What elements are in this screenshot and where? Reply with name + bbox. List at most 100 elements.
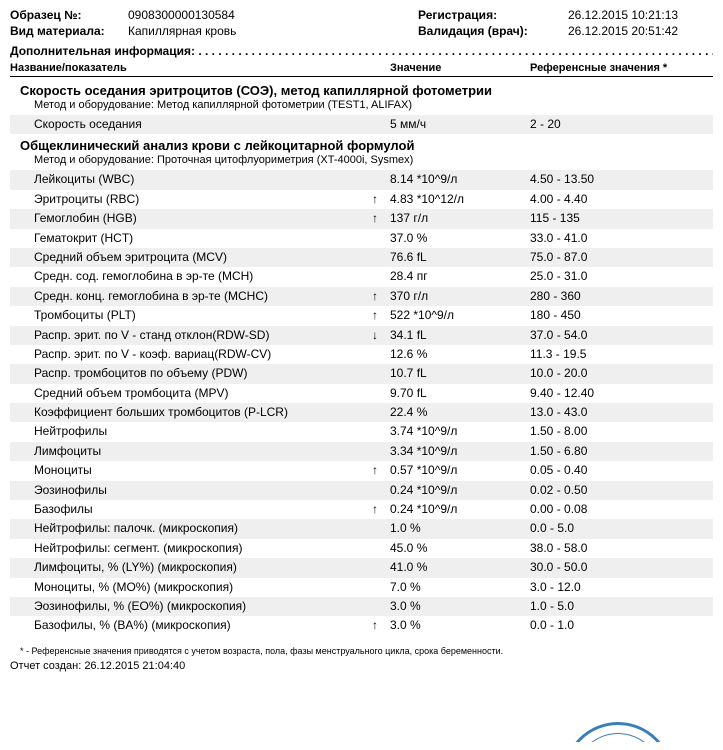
- result-row: Моноциты↑0.57 *10^9/л0.05 - 0.40: [10, 461, 713, 480]
- result-row: Базофилы↑0.24 *10^9/л0.00 - 0.08: [10, 500, 713, 519]
- param-ref: 33.0 - 41.0: [530, 230, 713, 247]
- param-name: Лимфоциты, % (LY%) (микроскопия): [10, 559, 360, 576]
- param-ref: 280 - 360: [530, 288, 713, 305]
- param-value: 9.70 fL: [390, 385, 530, 402]
- col-name: Название/показатель: [10, 62, 360, 74]
- result-row: Эозинофилы, % (EO%) (микроскопия) 3.0 %1.…: [10, 597, 713, 616]
- result-row: Лимфоциты 3.34 *10^9/л1.50 - 6.80: [10, 442, 713, 461]
- param-name: Распр. эрит. по V - станд отклон(RDW-SD): [10, 327, 360, 344]
- result-row: Эозинофилы0.24 *10^9/л0.02 - 0.50: [10, 481, 713, 500]
- extra-info-heading: Дополнительная информация: . . . . . . .…: [10, 44, 713, 58]
- param-ref: 38.0 - 58.0: [530, 540, 713, 557]
- param-value: 12.6 %: [390, 346, 530, 363]
- param-name: Средн. конц. гемоглобина в эр-те (MCHC): [10, 288, 360, 305]
- param-name: Нейтрофилы: [10, 423, 360, 440]
- param-name: Гематокрит (HCT): [10, 230, 360, 247]
- section-title: Скорость оседания эритроцитов (СОЭ), мет…: [20, 83, 713, 98]
- param-name: Нейтрофилы: палочк. (микроскопия): [10, 520, 360, 537]
- param-value: 137 г/л: [390, 210, 530, 227]
- param-value: 0.24 *10^9/л: [390, 501, 530, 518]
- param-ref: 30.0 - 50.0: [530, 559, 713, 576]
- param-value: 522 *10^9/л: [390, 307, 530, 324]
- column-headers: Название/показатель Значение Референсные…: [10, 62, 713, 77]
- param-ref: 0.05 - 0.40: [530, 462, 713, 479]
- param-name: Коэффициент больших тромбоцитов (P-LCR): [10, 404, 360, 421]
- param-ref: 4.00 - 4.40: [530, 191, 713, 208]
- col-value: Значение: [390, 62, 530, 74]
- param-value: 3.0 %: [390, 617, 530, 634]
- result-row: Тромбоциты (PLT)↑522 *10^9/л180 - 450: [10, 306, 713, 325]
- flag-icon: ↑: [360, 617, 390, 634]
- flag-icon: ↑: [360, 462, 390, 479]
- registration-label: Регистрация:: [418, 8, 568, 22]
- param-value: 3.0 %: [390, 598, 530, 615]
- result-row: Нейтрофилы: палочк. (микроскопия)1.0 %0.…: [10, 519, 713, 538]
- registration-value: 26.12.2015 10:21:13: [568, 8, 713, 22]
- param-name: Средн. сод. гемоглобина в эр-те (MCH): [10, 268, 360, 285]
- flag-icon: ↑: [360, 191, 390, 208]
- param-name: Распр. тромбоцитов по объему (PDW): [10, 365, 360, 382]
- report-created: Отчет создан: 26.12.2015 21:04:40: [10, 660, 713, 672]
- result-row: Гематокрит (HCT) 37.0 %33.0 - 41.0: [10, 229, 713, 248]
- result-row: Гемоглобин (HGB)↑137 г/л115 - 135: [10, 209, 713, 228]
- flag-icon: ↑: [360, 307, 390, 324]
- param-value: 4.83 *10^12/л: [390, 191, 530, 208]
- result-row: Нейтрофилы: сегмент. (микроскопия)45.0 %…: [10, 539, 713, 558]
- param-ref: 13.0 - 43.0: [530, 404, 713, 421]
- method-line: Метод и оборудование: Проточная цитофлуо…: [34, 154, 713, 166]
- param-ref: 0.0 - 5.0: [530, 520, 713, 537]
- param-ref: 1.0 - 5.0: [530, 598, 713, 615]
- validation-label: Валидация (врач):: [418, 24, 568, 38]
- param-name: Средний объем тромбоцита (MPV): [10, 385, 360, 402]
- param-ref: 25.0 - 31.0: [530, 268, 713, 285]
- result-row: Распр. эрит. по V - станд отклон(RDW-SD)…: [10, 326, 713, 345]
- result-row: Эритроциты (RBC)↑4.83 *10^12/л4.00 - 4.4…: [10, 190, 713, 209]
- param-ref: 37.0 - 54.0: [530, 327, 713, 344]
- param-ref: 11.3 - 19.5: [530, 346, 713, 363]
- param-name: Моноциты: [10, 462, 360, 479]
- param-value: 37.0 %: [390, 230, 530, 247]
- param-name: Эозинофилы: [10, 482, 360, 499]
- result-row: Скорость оседания5 мм/ч2 - 20: [10, 115, 713, 134]
- param-name: Лейкоциты (WBC): [10, 171, 360, 188]
- result-row: Средн. сод. гемоглобина в эр-те (MCH)28.…: [10, 267, 713, 286]
- param-value: 10.7 fL: [390, 365, 530, 382]
- param-ref: 180 - 450: [530, 307, 713, 324]
- result-row: Средний объем эритроцита (MCV)76.6 fL75.…: [10, 248, 713, 267]
- stamp-icon: ХЕЛИКС: [563, 722, 673, 742]
- param-ref: 3.0 - 12.0: [530, 579, 713, 596]
- result-row: Лейкоциты (WBC)8.14 *10^9/л4.50 - 13.50: [10, 170, 713, 189]
- result-row: Средн. конц. гемоглобина в эр-те (MCHC)↑…: [10, 287, 713, 306]
- param-value: 0.24 *10^9/л: [390, 482, 530, 499]
- flag-icon: ↑: [360, 210, 390, 227]
- param-value: 22.4 %: [390, 404, 530, 421]
- result-row: Моноциты, % (MO%) (микроскопия) 7.0 %3.0 …: [10, 578, 713, 597]
- flag-icon: ↓: [360, 327, 390, 344]
- param-name: Базофилы, % (BA%) (микроскопия): [10, 617, 360, 634]
- param-ref: 10.0 - 20.0: [530, 365, 713, 382]
- param-ref: 0.00 - 0.08: [530, 501, 713, 518]
- param-name: Тромбоциты (PLT): [10, 307, 360, 324]
- param-ref: 1.50 - 6.80: [530, 443, 713, 460]
- param-value: 3.34 *10^9/л: [390, 443, 530, 460]
- sample-no: 0908300000130584: [128, 8, 235, 22]
- param-name: Нейтрофилы: сегмент. (микроскопия): [10, 540, 360, 557]
- param-name: Лимфоциты: [10, 443, 360, 460]
- param-value: 8.14 *10^9/л: [390, 171, 530, 188]
- param-name: Скорость оседания: [10, 116, 360, 133]
- section-title: Общеклинический анализ крови с лейкоцита…: [20, 138, 713, 153]
- material-label: Вид материала:: [10, 24, 128, 38]
- footnote: * - Референсные значения приводятся с уч…: [20, 646, 713, 656]
- param-name: Распр. эрит. по V - коэф. вариац(RDW-CV): [10, 346, 360, 363]
- param-value: 370 г/л: [390, 288, 530, 305]
- param-name: Эозинофилы, % (EO%) (микроскопия): [10, 598, 360, 615]
- param-value: 3.74 *10^9/л: [390, 423, 530, 440]
- flag-icon: ↑: [360, 288, 390, 305]
- param-ref: 1.50 - 8.00: [530, 423, 713, 440]
- param-name: Моноциты, % (MO%) (микроскопия): [10, 579, 360, 596]
- param-ref: 9.40 - 12.40: [530, 385, 713, 402]
- param-value: 7.0 %: [390, 579, 530, 596]
- param-value: 34.1 fL: [390, 327, 530, 344]
- param-name: Гемоглобин (HGB): [10, 210, 360, 227]
- sample-no-label: Образец №:: [10, 8, 128, 22]
